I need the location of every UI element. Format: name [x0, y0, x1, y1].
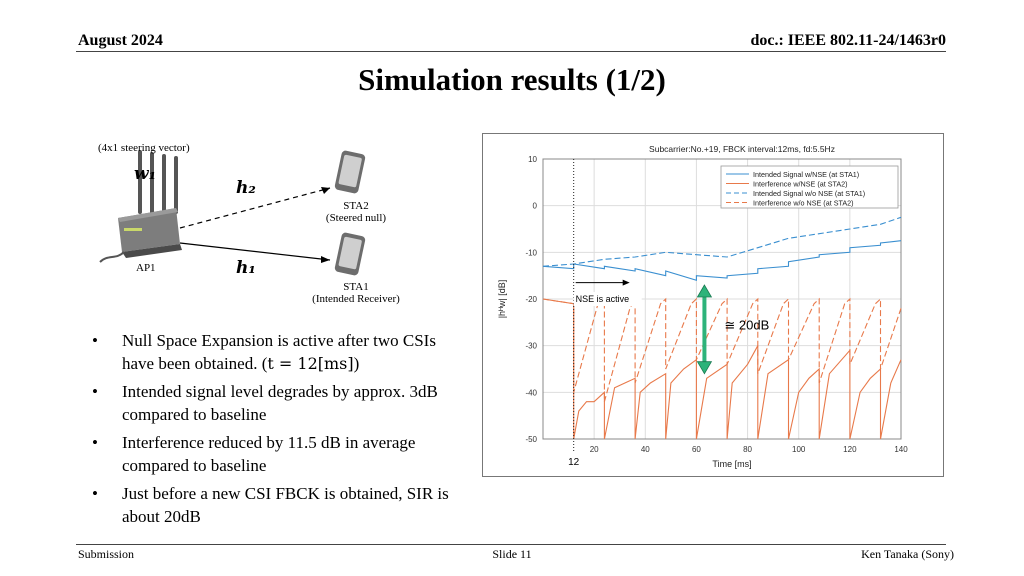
sir-label: ≅ 20dB	[724, 317, 769, 332]
steering-vector-label: (4x1 steering vector)	[98, 142, 190, 154]
h2-link-dashed	[179, 187, 331, 229]
series-line-1	[542, 240, 902, 282]
h2-arrowhead	[321, 187, 330, 194]
bullet-text-1-after: )	[353, 354, 360, 373]
sir-arrow-head-down	[696, 361, 713, 375]
h1-label: h₁	[236, 258, 256, 278]
sta2-name: STA2	[343, 200, 369, 212]
h2-label: h₂	[236, 178, 256, 198]
header-divider	[76, 51, 946, 52]
x-tick-label: 100	[792, 445, 806, 454]
chart-svg: 20 40 60 80 100 120 140100-10-20-30-40-50Subca…	[497, 144, 908, 469]
sta1-name: STA1	[343, 281, 369, 293]
chart-title: Subcarrier:No.+19, FBCK interval:12ms, f…	[649, 144, 835, 154]
system-diagram: (4x1 steering vector) w₁ h₂ h₁ AP1 STA2 …	[80, 140, 420, 320]
y-axis-label: |hᴴw| [dB]	[497, 280, 507, 319]
y-tick-label: -30	[525, 342, 537, 351]
bullet-marker: •	[92, 331, 98, 350]
router-icon	[99, 150, 182, 263]
sir-arrow-head-up	[696, 284, 713, 298]
x-tick-label: 40	[641, 445, 650, 454]
h1-arrowhead	[321, 256, 330, 263]
simulation-chart: 20 40 60 80 100 120 140 10 0 -10 -20 -30 -40 -50 Subca…	[482, 133, 944, 477]
y-tick-label: -40	[525, 388, 537, 397]
series-line-2	[542, 298, 902, 440]
x-axis-label: Time [ms]	[712, 459, 751, 469]
legend-label-1: Intended Signal w/NSE (at STA1)	[753, 170, 859, 179]
y-tick-label: 0	[533, 202, 538, 211]
bullet-text-4: Just before a new CSI FBCK is obtained, …	[122, 484, 449, 526]
bullet-item-1: • Null Space Expansion is active after t…	[92, 329, 472, 375]
footer-author: Ken Tanaka (Sony)	[861, 547, 954, 561]
legend-box	[720, 165, 899, 209]
header-date: August 2024	[78, 32, 163, 49]
y-tick-label: -20	[525, 295, 537, 304]
sta2-phone-icon	[334, 150, 366, 194]
x-tick-label: 20	[590, 445, 599, 454]
footer-slide-number: Slide 11	[492, 547, 532, 561]
x-tick-label: 60	[692, 445, 701, 454]
bullet-item-3: • Interference reduced by 11.5 dB in ave…	[92, 431, 472, 477]
sta2-role: (Steered null)	[325, 212, 387, 224]
footer-divider	[76, 544, 946, 545]
bullet-math-1: t = 12[ms]	[267, 354, 354, 373]
x-tick-label: 120	[843, 445, 857, 454]
legend-label-4: Interference w/o NSE (at STA2)	[753, 199, 854, 208]
bullet-text-1: Null Space Expansion is active after two…	[122, 331, 436, 373]
bullet-marker: •	[92, 484, 98, 503]
nse-label-bg	[573, 292, 642, 306]
legend-label-2: Interference w/NSE (at STA2)	[753, 180, 848, 189]
y-tick-label: -10	[525, 248, 537, 257]
ap1-label: AP1	[136, 262, 156, 274]
sta1-role: (Intended Receiver)	[312, 293, 400, 305]
y-tick-label: -50	[525, 435, 537, 444]
bullet-text-2: Intended signal level degrades by approx…	[122, 382, 438, 424]
bullet-list: • Null Space Expansion is active after t…	[92, 329, 472, 533]
sta2-label: STA2 (Steered null)	[306, 200, 406, 224]
nse-arrow-head	[622, 279, 630, 286]
bullet-item-2: • Intended signal level degrades by appr…	[92, 380, 472, 426]
series-line-3	[542, 216, 902, 267]
y-tick-label: 10	[528, 155, 537, 164]
nse-active-label: NSE is active	[576, 294, 630, 304]
bullet-marker: •	[92, 433, 98, 452]
x-tick-label: 140	[894, 445, 908, 454]
sta1-phone-icon	[334, 232, 366, 276]
series-line-4	[542, 296, 902, 402]
bullet-item-4: • Just before a new CSI FBCK is obtained…	[92, 482, 472, 528]
bullet-text-3: Interference reduced by 11.5 dB in avera…	[122, 433, 416, 475]
diagram-svg	[99, 150, 366, 276]
x-tick-label: 80	[743, 445, 752, 454]
sta1-label: STA1 (Intended Receiver)	[291, 281, 421, 305]
marker-label: 12	[568, 457, 580, 468]
h1-link-solid	[179, 242, 331, 261]
footer-submission: Submission	[78, 547, 135, 561]
legend-label-3: Intended Signal w/o NSE (at STA1)	[753, 189, 865, 198]
slide-title: Simulation results (1/2)	[358, 62, 666, 97]
w1-label: w₁	[134, 164, 157, 184]
bullet-marker: •	[92, 382, 98, 401]
header-doc-id: doc.: IEEE 802.11-24/1463r0	[750, 32, 946, 49]
